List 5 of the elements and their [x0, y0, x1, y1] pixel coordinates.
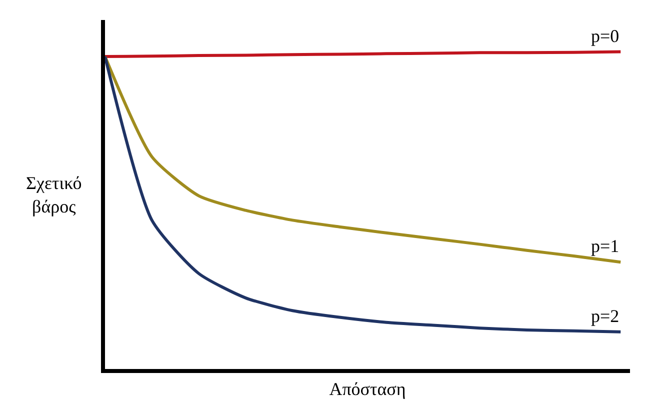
x-axis-title: Απόσταση	[329, 379, 406, 400]
y-axis-title: Σχετικό βάρος	[26, 173, 82, 216]
series-label: p=1	[591, 236, 620, 256]
series-label: p=2	[591, 306, 620, 326]
series-label: p=0	[591, 26, 620, 46]
